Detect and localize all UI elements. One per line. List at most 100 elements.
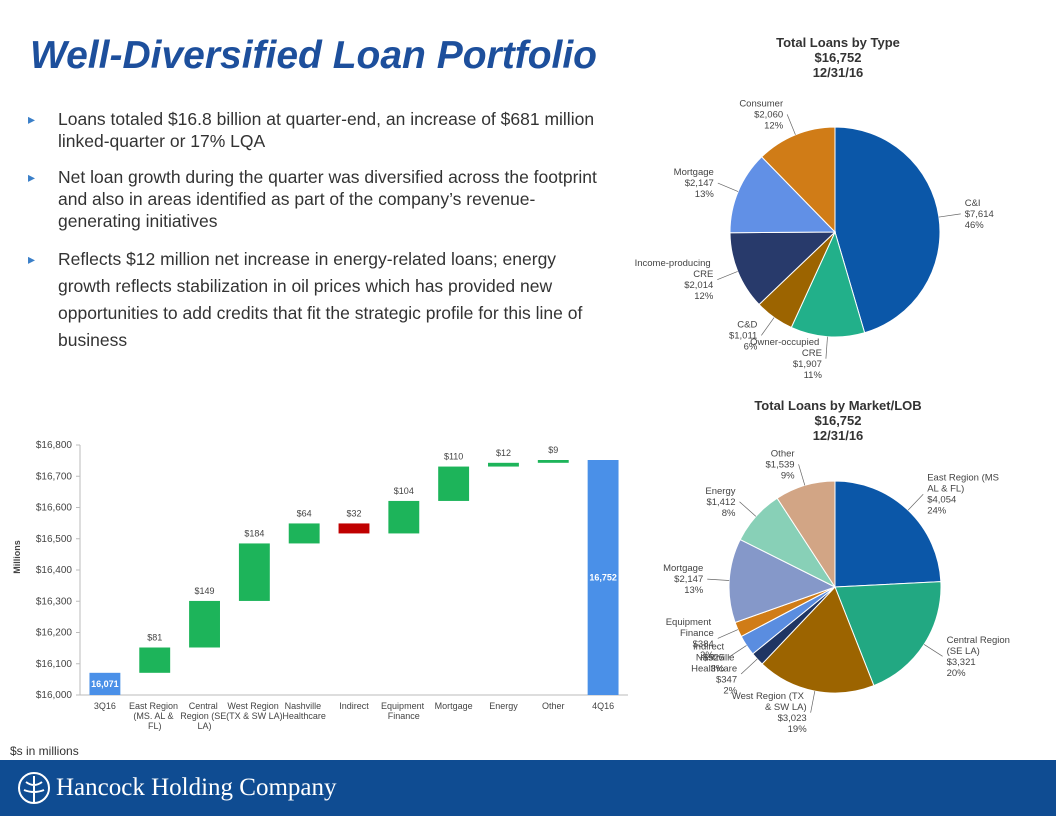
logo-icon bbox=[18, 772, 50, 804]
slice-name: Nashville Healthcare bbox=[691, 652, 737, 674]
y-tick-label: $16,100 bbox=[36, 659, 73, 670]
slice-percent: 13% bbox=[684, 585, 704, 596]
pie-slice bbox=[834, 480, 942, 588]
pie-slice bbox=[790, 230, 866, 338]
slice-name: Mortgage bbox=[674, 167, 714, 178]
bar bbox=[488, 462, 519, 467]
slice-name: Income-producing CRE bbox=[635, 258, 714, 280]
bar bbox=[288, 523, 320, 544]
slice-name: Central Region (SE LA) bbox=[947, 635, 1013, 657]
slice-percent: 8% bbox=[722, 508, 736, 519]
y-tick-label: $16,300 bbox=[36, 596, 73, 607]
slice-name: Other bbox=[771, 448, 795, 459]
slice-name: Mortgage bbox=[663, 563, 703, 574]
pie-slice bbox=[729, 231, 837, 306]
value-label: $12 bbox=[496, 448, 511, 458]
slice-percent: 46% bbox=[965, 220, 985, 231]
y-tick-label: $16,000 bbox=[36, 690, 73, 701]
y-tick-label: $16,800 bbox=[36, 440, 73, 451]
bar bbox=[139, 647, 171, 673]
x-tick-label: East Region (MS. AL & FL) bbox=[129, 701, 181, 731]
bar bbox=[438, 466, 470, 501]
slice-value: $347 bbox=[716, 674, 737, 685]
slice-percent: 11% bbox=[804, 370, 823, 381]
value-label: $104 bbox=[394, 486, 414, 496]
slice-value: $2,060 bbox=[754, 109, 783, 120]
slice-value: $1,011 bbox=[729, 330, 757, 341]
y-tick-label: $16,200 bbox=[36, 628, 73, 639]
slice-percent: 24% bbox=[927, 506, 947, 517]
slice-name: Consumer bbox=[739, 98, 783, 109]
pie-title: Total Loans by Market/LOB bbox=[754, 398, 921, 413]
leader-line bbox=[717, 271, 738, 280]
leader-line bbox=[740, 658, 758, 675]
slice-name: East Region (MS AL & FL) bbox=[927, 473, 1001, 495]
value-label: $184 bbox=[244, 528, 264, 538]
slice-value: $525 bbox=[703, 653, 724, 664]
x-tick-label: Equipment Finance bbox=[381, 701, 427, 721]
bar bbox=[238, 543, 270, 601]
bar bbox=[537, 460, 569, 463]
leader-line bbox=[728, 645, 747, 658]
leader-line bbox=[798, 464, 806, 486]
bar bbox=[388, 500, 420, 534]
pie-title: Total Loans by Type bbox=[776, 35, 900, 50]
slice-value: $2,147 bbox=[674, 574, 703, 585]
slice-name: Energy bbox=[705, 486, 735, 497]
leader-line bbox=[786, 114, 796, 135]
x-tick-label: Nashville Healthcare bbox=[282, 701, 326, 721]
pie-subtitle: $16,752 bbox=[815, 50, 862, 65]
leader-line bbox=[761, 317, 775, 336]
leader-line bbox=[707, 578, 730, 581]
y-tick-label: $16,500 bbox=[36, 534, 73, 545]
bar bbox=[587, 460, 619, 695]
pie-slice bbox=[761, 586, 875, 694]
value-label: $81 bbox=[147, 633, 162, 643]
x-tick-label: Indirect bbox=[339, 701, 369, 711]
slice-percent: 6% bbox=[744, 341, 758, 352]
slice-value: $1,539 bbox=[766, 459, 795, 470]
x-tick-label: Energy bbox=[489, 701, 518, 711]
slice-percent: 3% bbox=[710, 664, 724, 675]
slice-name: Equipment Finance bbox=[666, 617, 714, 639]
charts: $16,000 $16,100 $16,200 $16,300 $16,400 $16,5… bbox=[12, 35, 1013, 735]
leader-line bbox=[739, 501, 757, 517]
x-tick-label: Mortgage bbox=[435, 701, 473, 711]
slice-percent: 2% bbox=[700, 650, 714, 661]
slice-percent: 19% bbox=[788, 724, 808, 735]
y-tick-label: $16,700 bbox=[36, 471, 73, 482]
total-label: 16,071 bbox=[91, 679, 119, 689]
pie-slice bbox=[761, 126, 836, 234]
pie-subtitle: $16,752 bbox=[815, 413, 862, 428]
slice-value: $7,614 bbox=[965, 209, 994, 220]
x-tick-label: Central Region (SE LA) bbox=[180, 701, 229, 731]
slice-value: $1,412 bbox=[706, 497, 735, 508]
bullet-list: Loans totaled $16.8 billion at quarter-e… bbox=[28, 108, 598, 368]
bar bbox=[338, 523, 370, 534]
pie-slice bbox=[776, 480, 836, 589]
slice-value: $1,907 bbox=[793, 359, 822, 370]
slice-percent: 12% bbox=[764, 120, 784, 131]
bullet: Reflects $12 million net increase in ene… bbox=[28, 246, 598, 354]
slice-percent: 12% bbox=[694, 291, 714, 302]
leader-line bbox=[717, 182, 739, 192]
value-label: $110 bbox=[444, 452, 463, 462]
slice-percent: 20% bbox=[947, 668, 967, 679]
slice-name: Owner-occupied CRE bbox=[750, 337, 822, 359]
slice-name: C&I bbox=[965, 198, 981, 209]
bullet: Net loan growth during the quarter was d… bbox=[28, 166, 598, 232]
leader-line bbox=[907, 494, 924, 511]
value-label: $149 bbox=[195, 586, 215, 596]
x-tick-label: Other bbox=[542, 701, 565, 711]
slice-value: $384 bbox=[693, 639, 714, 650]
slice-percent: 9% bbox=[781, 470, 795, 481]
footer-bar: Hancock Holding Company bbox=[0, 760, 1056, 816]
leader-line bbox=[938, 213, 961, 218]
leader-line bbox=[825, 336, 828, 359]
slice-name: West Region (TX & SW LA) bbox=[732, 691, 807, 713]
value-label: $9 bbox=[548, 445, 558, 455]
slice-value: $3,321 bbox=[947, 657, 976, 668]
slice-value: $3,023 bbox=[778, 713, 807, 724]
leader-line bbox=[810, 690, 816, 713]
